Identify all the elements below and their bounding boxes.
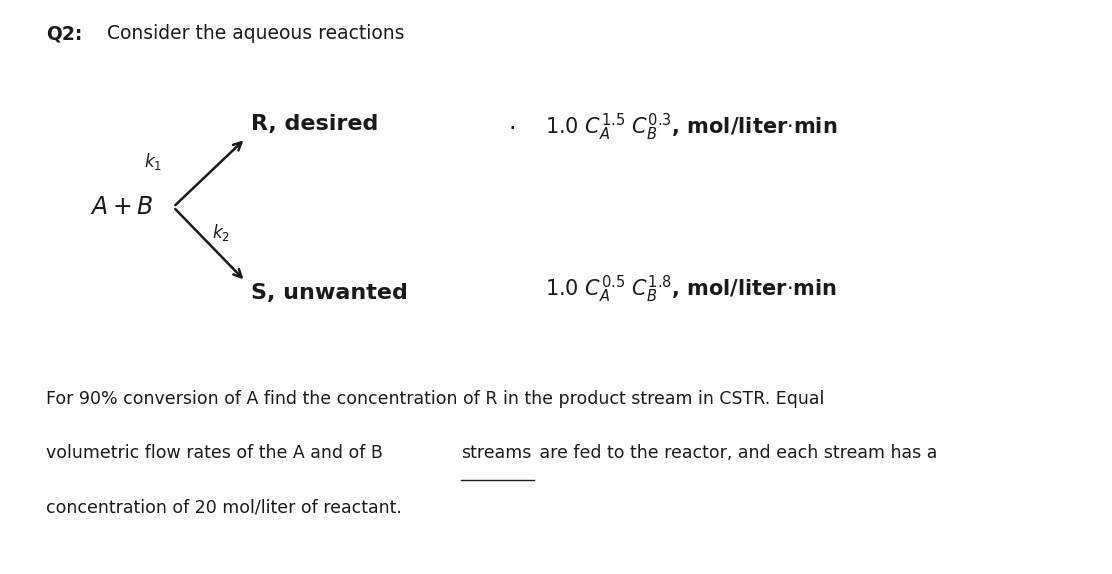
Text: streams: streams <box>461 444 532 462</box>
Text: $1.0\ C_A^{0.5}\ C_B^{1.8}$, mol/liter$\cdot$min: $1.0\ C_A^{0.5}\ C_B^{1.8}$, mol/liter$\… <box>545 274 837 305</box>
Text: volumetric flow rates of the A and of B: volumetric flow rates of the A and of B <box>46 444 388 462</box>
Text: $k_1$: $k_1$ <box>145 151 162 172</box>
Text: $1.0\ C_A^{1.5}\ C_B^{0.3}$, mol/liter$\cdot$min: $1.0\ C_A^{1.5}\ C_B^{0.3}$, mol/liter$\… <box>545 111 837 143</box>
Text: For 90% conversion of A find the concentration of R in the product stream in CST: For 90% conversion of A find the concent… <box>46 390 824 408</box>
Text: Consider the aqueous reactions: Consider the aqueous reactions <box>107 24 405 43</box>
Text: concentration of 20 mol/liter of reactant.: concentration of 20 mol/liter of reactan… <box>46 498 401 517</box>
Text: $k_2$: $k_2$ <box>212 222 230 243</box>
Text: R, desired: R, desired <box>251 114 378 134</box>
Text: $\cdot$: $\cdot$ <box>508 115 515 139</box>
Text: S, unwanted: S, unwanted <box>251 283 408 302</box>
Text: $A + B$: $A + B$ <box>90 195 153 219</box>
Text: are fed to the reactor, and each stream has a: are fed to the reactor, and each stream … <box>534 444 937 462</box>
Text: Q2:: Q2: <box>46 24 82 43</box>
